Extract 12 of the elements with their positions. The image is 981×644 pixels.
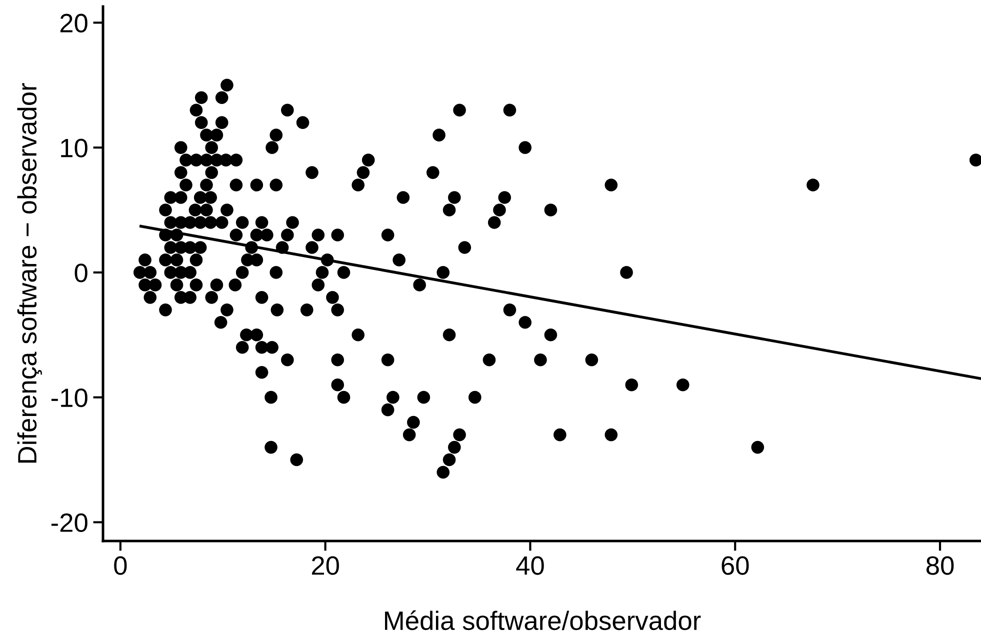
y-tick-label: -10 bbox=[51, 388, 88, 408]
x-tick-label: 80 bbox=[926, 556, 954, 575]
y-axis-title: Diferença software − observador bbox=[17, 83, 42, 463]
y-tick-label: 0 bbox=[74, 264, 88, 282]
x-tick-label: 20 bbox=[312, 556, 339, 575]
x-axis-title: Média software/observador bbox=[385, 610, 701, 630]
x-tick-label: 0 bbox=[114, 556, 127, 575]
y-tick-label: 20 bbox=[60, 14, 88, 32]
x-tick-label: 40 bbox=[516, 556, 544, 575]
y-tick-label: -20 bbox=[51, 513, 88, 532]
x-tick-label: 60 bbox=[722, 556, 749, 575]
y-tick-label: 10 bbox=[61, 138, 88, 158]
